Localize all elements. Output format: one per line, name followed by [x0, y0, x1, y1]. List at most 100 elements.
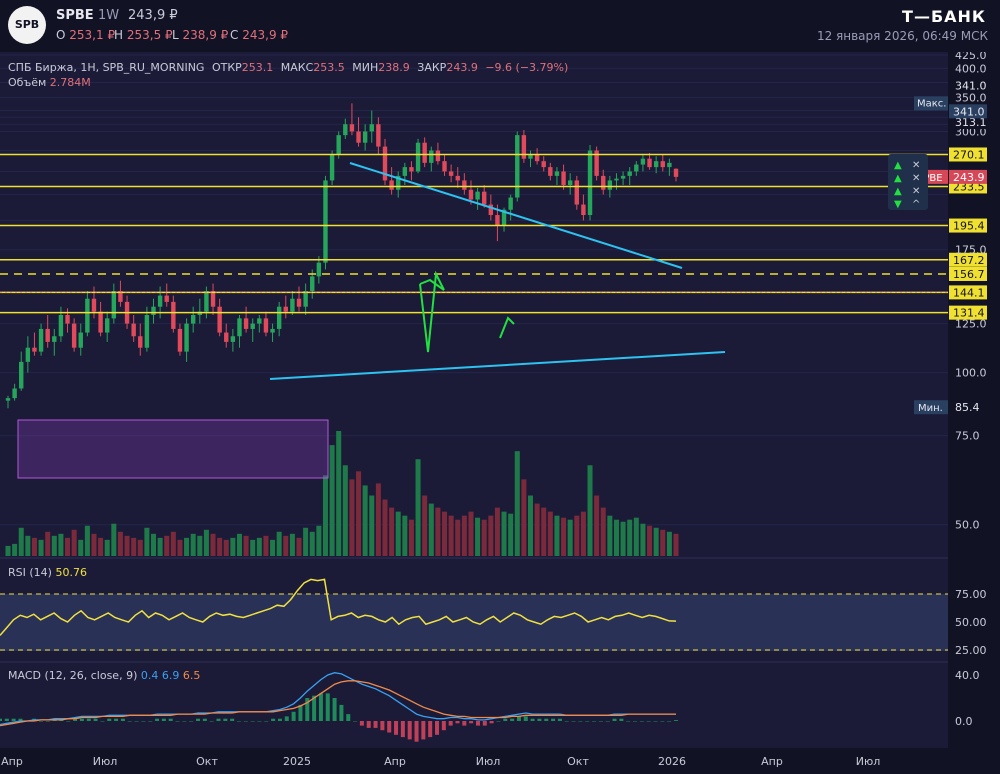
candle-body — [435, 150, 441, 162]
pattern-arrow[interactable] — [419, 278, 445, 291]
candles — [5, 103, 679, 409]
pin-icon[interactable]: ▼ — [894, 199, 902, 210]
pattern-arrow[interactable] — [419, 270, 445, 353]
ohlc-low: L 238,9 ₽ — [172, 28, 229, 42]
ticker-symbol[interactable]: SPBE — [56, 8, 94, 23]
chevron-up-icon[interactable]: ^ — [912, 199, 920, 210]
macd-histogram-bar — [189, 721, 194, 722]
time-tick: Апр — [1, 755, 23, 768]
volume-bar — [51, 535, 57, 556]
candle-body — [151, 306, 156, 315]
volume-bar — [415, 459, 421, 556]
volume-bar — [98, 537, 104, 556]
macd-histogram-bar — [435, 721, 440, 735]
alert-toolbar[interactable] — [888, 154, 928, 210]
consolidation-rect[interactable] — [17, 419, 329, 479]
candle-body — [270, 328, 275, 333]
bell-icon[interactable]: ▲ — [894, 160, 902, 171]
macd-histogram-bar — [523, 716, 528, 721]
rsi-tick: 50.00 — [955, 616, 987, 629]
macd-histogram-bar — [496, 721, 501, 722]
time-axis[interactable] — [0, 748, 1000, 774]
volume-bar — [620, 521, 626, 556]
volume-bar — [5, 545, 11, 556]
volume-bar — [587, 465, 593, 556]
macd-histogram-bar — [557, 718, 562, 721]
macd-histogram-bar — [537, 718, 542, 721]
rsi-line — [0, 578, 677, 636]
support-trendline[interactable] — [269, 351, 726, 380]
volume-bar — [408, 519, 414, 556]
candle-body — [376, 124, 381, 147]
candle-body — [131, 323, 136, 337]
close-icon[interactable]: ✕ — [912, 186, 920, 197]
macd-histogram-bar — [346, 714, 351, 721]
candle-body — [415, 142, 421, 172]
volume-bar — [177, 539, 183, 556]
macd-histogram-bar — [277, 718, 282, 721]
macd-tick: 0.0 — [955, 715, 973, 728]
candle-body — [224, 332, 229, 342]
candle-body — [382, 146, 388, 181]
level-value: 195.4 — [953, 220, 985, 233]
candle-body — [567, 180, 573, 186]
ohlc-high: H 253,5 ₽ — [114, 28, 173, 42]
macd-histogram-bar — [332, 698, 337, 721]
close-icon[interactable]: ✕ — [912, 160, 920, 171]
level-tag — [949, 218, 987, 233]
volume-bar — [217, 537, 223, 556]
volume-bar — [428, 503, 434, 556]
price-tag-value: 85.4 — [955, 401, 980, 414]
volume-bar — [12, 543, 18, 556]
macd-histogram-bar — [660, 721, 665, 722]
macd-histogram-bar — [114, 718, 119, 721]
volume-bar — [164, 535, 170, 556]
candle-body — [190, 314, 196, 324]
bell-icon[interactable]: ▲ — [894, 186, 902, 197]
alert-tools[interactable]: ▲ ✕ ▲ ✕ ▲ ✕ ▼ ^ — [894, 160, 920, 210]
volume-bar — [111, 523, 117, 556]
macd-pane[interactable] — [0, 662, 948, 748]
current-price-tag — [949, 169, 987, 184]
volume-bar — [362, 485, 368, 556]
main-pane[interactable] — [0, 52, 948, 558]
candle-body — [329, 154, 335, 181]
level-tag — [949, 266, 987, 281]
candle-body — [343, 124, 348, 136]
macd-histogram-bar — [462, 721, 467, 726]
volume-bar — [534, 503, 540, 556]
macd-histogram-bar — [667, 721, 672, 722]
macd-histogram-bar — [407, 721, 412, 740]
price-tick: 100.0 — [955, 367, 987, 380]
macd-histogram-bar — [592, 721, 597, 722]
macd-histogram-bar — [161, 718, 166, 721]
macd-histogram-bar — [421, 721, 426, 740]
candle-body — [673, 168, 679, 177]
bell-icon[interactable]: ▲ — [894, 173, 902, 184]
candle-body — [85, 298, 90, 333]
max-title: Макс. — [917, 98, 946, 109]
candle-body — [561, 171, 566, 186]
candle-body — [296, 298, 302, 307]
candle-body — [349, 124, 355, 132]
macd-histogram-bar — [441, 721, 446, 731]
price-tick: 75.0 — [955, 430, 980, 443]
candle-body — [614, 178, 619, 181]
level-tag — [949, 147, 987, 162]
resistance-trendline[interactable] — [349, 162, 683, 269]
macd-histogram-bar — [530, 718, 535, 721]
candle-body — [310, 276, 315, 292]
macd-histogram-bar — [11, 718, 16, 721]
header-bar: SPB SPBE 1W 243,9 ₽ O 253,1 ₽ H 253,5 ₽ … — [0, 0, 1000, 52]
close-icon[interactable]: ✕ — [912, 173, 920, 184]
candle-body — [653, 161, 659, 168]
interval-selector[interactable]: 1W — [98, 8, 120, 23]
candle-body — [118, 291, 123, 302]
price-axis[interactable] — [948, 52, 1000, 748]
candle-body — [164, 295, 169, 302]
pattern-arrow[interactable] — [499, 316, 515, 339]
macd-histogram-bar — [489, 721, 494, 724]
level-value: 270.1 — [953, 148, 985, 161]
